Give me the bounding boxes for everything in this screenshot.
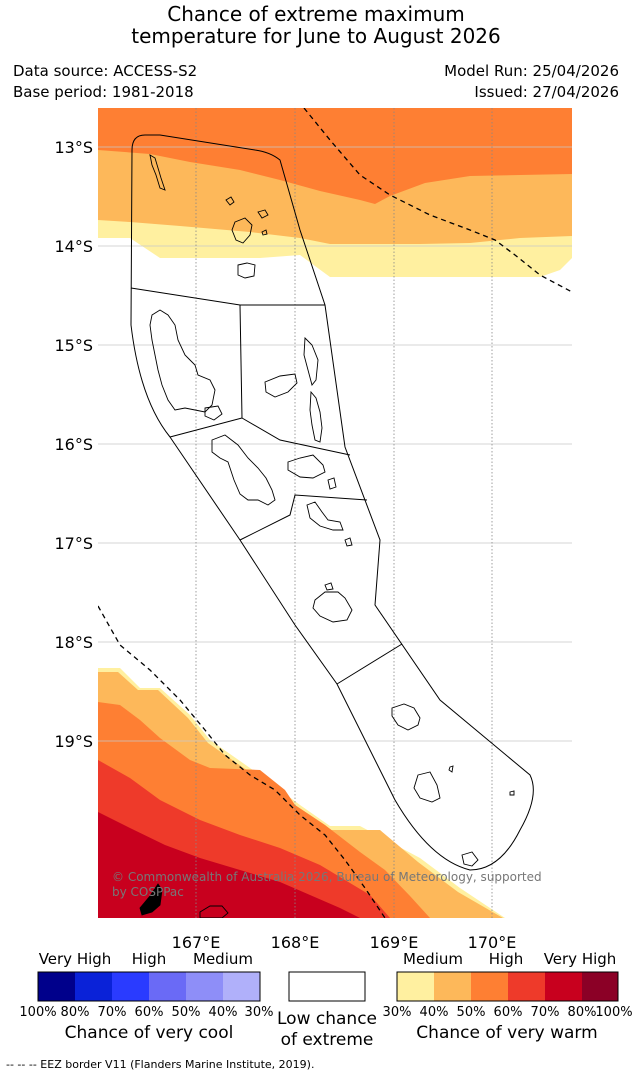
legend-warm-category: Medium	[403, 950, 463, 968]
legend-cool-tick: 50%	[172, 1005, 201, 1020]
legend-cool-caption: Chance of very cool	[65, 1023, 234, 1043]
legend-warm-tick: 80%	[568, 1005, 597, 1020]
legend-warm-caption: Chance of very warm	[416, 1023, 597, 1043]
legend-cool-tick: 80%	[61, 1005, 90, 1020]
eez-border-north	[303, 108, 572, 293]
legend-cool-tick: 70%	[98, 1005, 127, 1020]
island-tanna	[413, 771, 441, 803]
legend-warm-tick: 60%	[494, 1005, 523, 1020]
issued-date: Issued: 27/04/2026	[474, 83, 619, 101]
legend-warm-category: High	[489, 950, 523, 968]
map-title-line2: temperature for June to August 2026	[131, 24, 501, 48]
legend-cool-swatch	[75, 972, 112, 1001]
data-source: Data source: ACCESS-S2	[13, 62, 198, 80]
country-outline	[130, 134, 534, 871]
island-small-north-2	[257, 209, 269, 219]
island-malekula	[211, 434, 276, 506]
island-espiritu-santo	[149, 309, 216, 413]
legend-warm-tick: 50%	[457, 1005, 486, 1020]
eez-border-credit: -- -- -- EEZ border V11 (Flanders Marine…	[6, 1058, 315, 1071]
islands	[139, 154, 515, 918]
island-nguna	[324, 582, 334, 591]
map-area: © Commonwealth of Australia 2026, Bureau…	[98, 108, 572, 918]
model-run: Model Run: 25/04/2026	[444, 62, 619, 80]
legend-low-caption-line2: of extreme	[281, 1030, 374, 1050]
island-new-caledonia-tip	[199, 905, 229, 918]
legend-cool-tick: 60%	[135, 1005, 164, 1020]
legend-cool-category: Medium	[193, 950, 253, 968]
lat-label: 15°S	[54, 336, 93, 355]
legend-low-caption-line1: Low chance	[277, 1009, 377, 1029]
lat-label: 13°S	[54, 138, 93, 157]
island-mere-lava	[261, 229, 268, 236]
lon-label: 169°E	[370, 933, 419, 952]
legend-warm-category: Very High	[544, 950, 617, 968]
island-paama	[327, 477, 337, 490]
legend-cool-swatch	[223, 972, 260, 1001]
legend-cool: Very High High Medium 100% 80% 70% 60% 5…	[19, 950, 273, 1043]
island-aore	[204, 405, 223, 421]
legend-cool-swatch	[186, 972, 223, 1001]
legend-cool-category: High	[132, 950, 166, 968]
legend-cool-swatch	[38, 972, 75, 1001]
lat-label: 17°S	[54, 534, 93, 553]
island-ambae	[264, 373, 298, 398]
warm-band-50-60-north	[98, 108, 572, 204]
legend-low-chance: Low chance of extreme	[277, 971, 377, 1050]
island-small-north	[225, 196, 235, 206]
lon-label: 167°E	[172, 933, 221, 952]
island-aneityum	[461, 851, 479, 867]
lon-label: 168°E	[271, 933, 320, 952]
legend-warm-tick: 40%	[420, 1005, 449, 1020]
warm-band-70-80-south	[98, 812, 360, 918]
map-title-line1: Chance of extreme maximum	[167, 2, 465, 26]
lat-label: 18°S	[54, 633, 93, 652]
island-maewo	[303, 336, 319, 386]
island-epi	[306, 501, 344, 531]
island-ambrym	[287, 454, 326, 479]
island-pentecost	[309, 390, 323, 443]
copyright-line2: by COSPPac	[112, 885, 184, 899]
legend-warm-frame	[396, 971, 619, 1002]
longitude-labels: 167°E 168°E 169°E 170°E	[172, 933, 517, 952]
legend-low-swatch	[288, 971, 366, 1002]
island-torres	[149, 154, 166, 191]
legend-warm-swatch	[434, 972, 471, 1001]
legend-warm-swatch	[471, 972, 508, 1001]
lat-label: 16°S	[54, 435, 93, 454]
legend-warm-tick: 70%	[531, 1005, 560, 1020]
legend-cool-tick: 40%	[209, 1005, 238, 1020]
island-tongoa	[344, 537, 353, 547]
legend-warm-swatch	[397, 972, 434, 1001]
legend-warm-swatch	[545, 972, 582, 1001]
lat-label: 14°S	[54, 237, 93, 256]
legend-warm-swatch	[582, 972, 618, 1001]
legend-warm-swatch	[508, 972, 545, 1001]
legend-warm: Medium High Very High 30% 40% 50% 60% 70…	[383, 950, 632, 1043]
legend-cool-frame	[37, 971, 261, 1002]
island-ureparapara	[237, 262, 256, 279]
lat-label: 19°S	[54, 732, 93, 751]
island-efate	[312, 591, 353, 623]
island-erromango	[391, 703, 421, 731]
latitude-labels: 13°S 14°S 15°S 16°S 17°S 18°S 19°S	[54, 138, 93, 751]
copyright-line1: © Commonwealth of Australia 2026, Bureau…	[112, 870, 542, 884]
legend-cool-category: Very High	[39, 950, 112, 968]
legend-warm-tick: 100%	[595, 1005, 632, 1020]
legend-cool-tick: 30%	[245, 1005, 274, 1020]
legend-cool-tick: 100%	[19, 1005, 56, 1020]
legend-warm-tick: 30%	[383, 1005, 412, 1020]
eez-border-south	[98, 605, 386, 918]
island-belep	[139, 883, 163, 916]
island-vanua-lava	[231, 217, 253, 244]
legend-cool-swatch	[149, 972, 186, 1001]
legend-cool-swatch	[112, 972, 149, 1001]
island-aniwa	[448, 765, 454, 773]
island-futuna	[509, 790, 515, 796]
grid-lines	[98, 146, 572, 742]
lon-label: 170°E	[468, 933, 517, 952]
base-period: Base period: 1981-2018	[13, 83, 194, 101]
